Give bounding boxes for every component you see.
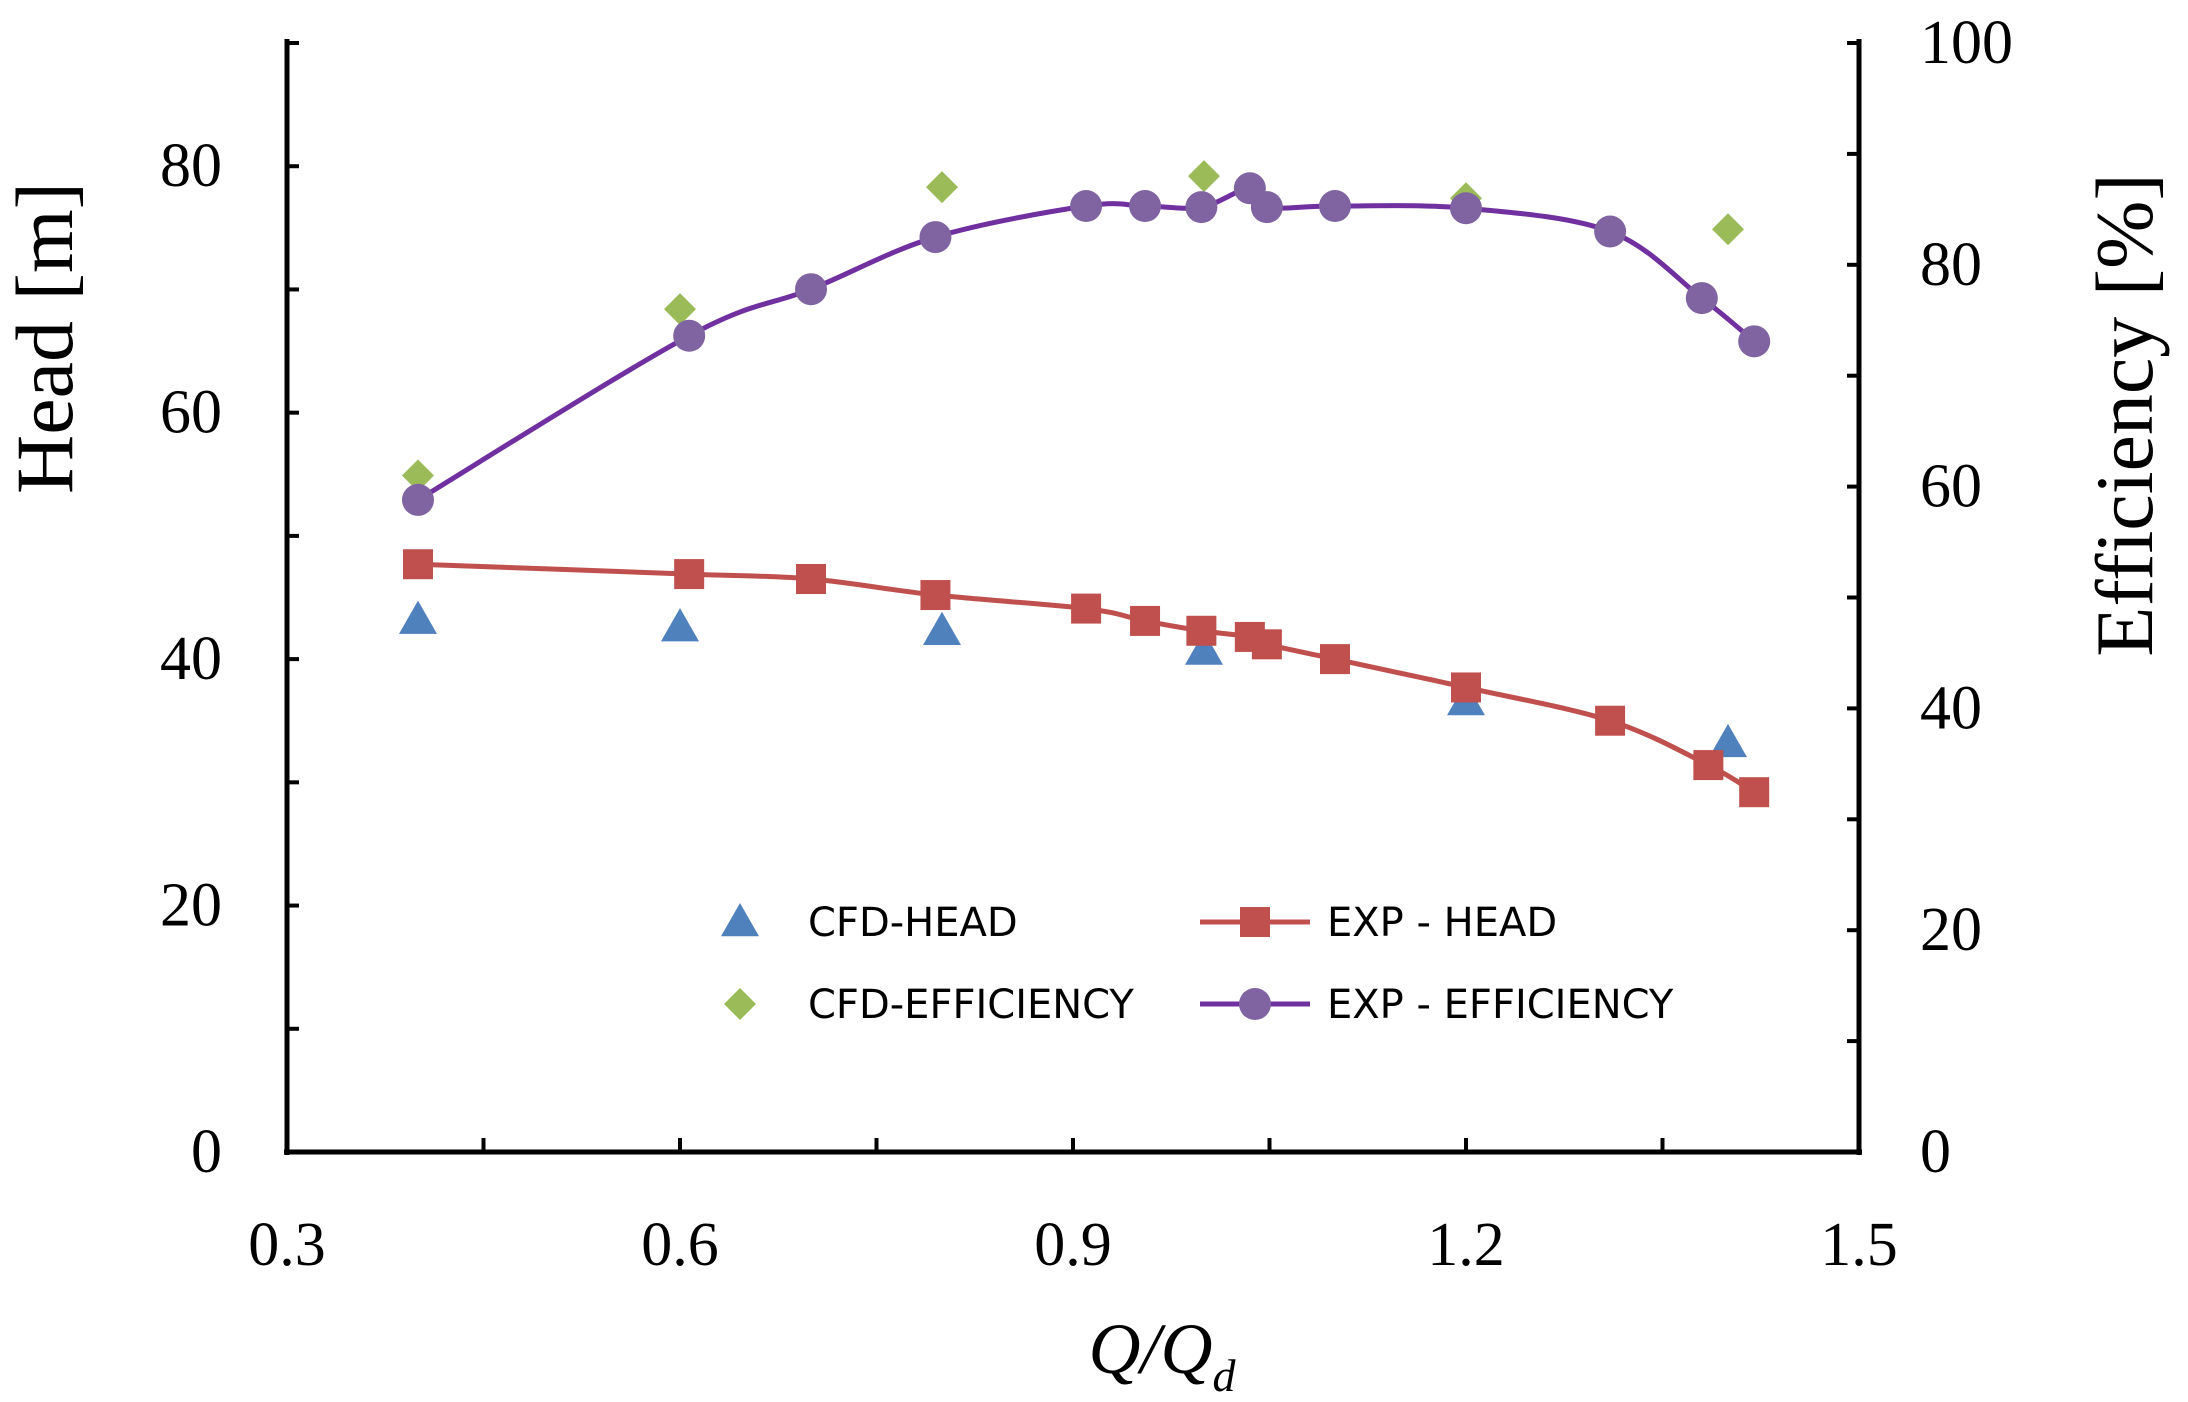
data-point-exp-efficiency (1450, 192, 1482, 225)
data-point-exp-head (920, 580, 951, 611)
series-cfd-efficiency (402, 160, 1744, 492)
data-point-cfd-efficiency (1712, 213, 1744, 246)
legend-item-cfd-efficiency: CFD-EFFICIENCY (724, 982, 1134, 1028)
series-exp-head (403, 549, 1770, 808)
legend-label: CFD-EFFICIENCY (808, 982, 1134, 1028)
data-point-exp-efficiency (673, 319, 706, 352)
y-left-tick-label: 80 (160, 132, 222, 200)
y-right-tick-label: 0 (1920, 1118, 1951, 1186)
y-right-tick-label: 100 (1920, 9, 2013, 77)
legend: CFD-HEAD CFD-EFFICIENCY EXP - HEAD EXP - EF… (721, 900, 1674, 1028)
data-point-exp-efficiency (1185, 191, 1218, 224)
data-point-cfd-efficiency (402, 459, 434, 492)
data-point-exp-efficiency (1738, 325, 1771, 358)
y-right-tick-label: 80 (1920, 231, 1982, 299)
y-right-tick-label: 20 (1920, 896, 1982, 964)
legend-marker (721, 903, 759, 937)
data-point-exp-head (1251, 629, 1282, 660)
y-left-tick-label: 60 (160, 379, 222, 447)
axes (284, 39, 1862, 1155)
data-point-exp-efficiency (795, 273, 827, 306)
data-point-exp-head (1739, 777, 1770, 808)
legend-marker (1239, 988, 1271, 1020)
data-point-exp-head (1693, 750, 1724, 781)
data-point-cfd-head (661, 608, 699, 642)
y-left-title: Head [m] (0, 182, 90, 494)
legend-marker (724, 988, 756, 1020)
data-point-exp-efficiency (402, 483, 434, 516)
data-point-cfd-head (1185, 631, 1223, 665)
y-right-tick-label: 40 (1920, 674, 1982, 742)
x-tick-label: 0.3 (248, 1211, 326, 1279)
data-point-exp-head (1451, 672, 1481, 703)
data-point-exp-head (674, 559, 705, 590)
x-tick-label: 1.2 (1427, 1211, 1505, 1279)
data-point-exp-efficiency (1070, 190, 1103, 223)
legend-label: CFD-HEAD (808, 900, 1018, 946)
x-axis-title-main: Q/Q (1089, 1309, 1213, 1389)
data-point-exp-head (403, 549, 433, 580)
x-tick-label: 0.9 (1034, 1211, 1112, 1279)
data-point-exp-efficiency (1594, 215, 1627, 248)
series-line-exp-efficiency (416, 185, 1756, 503)
series-cfd-head (399, 600, 1747, 758)
x-tick-label: 0.6 (641, 1211, 719, 1279)
legend-item-exp-head: EXP - HEAD (1200, 900, 1557, 946)
data-point-exp-head (1071, 593, 1102, 624)
x-axis-title: Q/Qd (1089, 1309, 1237, 1401)
data-point-cfd-head (923, 611, 961, 646)
data-point-exp-efficiency (1129, 190, 1162, 223)
data-point-exp-head (1130, 605, 1161, 636)
x-tick-label: 1.5 (1820, 1211, 1898, 1279)
data-point-exp-efficiency (1685, 282, 1718, 315)
y-left-tick-label: 20 (160, 872, 222, 940)
y-left-tick-label: 0 (191, 1118, 222, 1186)
data-point-exp-efficiency (1250, 191, 1283, 224)
series-exp-efficiency (402, 172, 1771, 516)
legend-item-cfd-head: CFD-HEAD (721, 900, 1018, 946)
y-right-tick-label: 60 (1920, 453, 1982, 521)
data-point-exp-efficiency (1319, 190, 1351, 223)
data-point-cfd-head (399, 600, 437, 634)
series-layer (399, 160, 1771, 808)
data-point-cfd-efficiency (1188, 160, 1220, 193)
data-point-exp-head (1320, 644, 1350, 675)
y-left-tick-label: 40 (160, 625, 222, 693)
data-point-exp-head (1186, 615, 1217, 646)
legend-label: EXP - HEAD (1327, 900, 1557, 946)
data-point-cfd-efficiency (926, 171, 958, 204)
tick-labels: 0.3 0.6 0.9 1.2 1.5 0 20 40 60 80 0 20 40 60 80 100 (160, 9, 2013, 1279)
data-point-cfd-head (1709, 723, 1747, 758)
legend-marker (1240, 907, 1270, 937)
data-point-exp-head (1595, 705, 1626, 736)
legend-item-exp-efficiency: EXP - EFFICIENCY (1200, 982, 1674, 1028)
data-point-exp-head (796, 564, 826, 595)
data-point-cfd-efficiency (664, 293, 696, 326)
data-point-exp-efficiency (919, 221, 952, 254)
y-right-title: Efficiency [%] (2079, 173, 2170, 656)
legend-label: EXP - EFFICIENCY (1327, 982, 1674, 1028)
x-axis-title-subscript: d (1213, 1350, 1237, 1401)
